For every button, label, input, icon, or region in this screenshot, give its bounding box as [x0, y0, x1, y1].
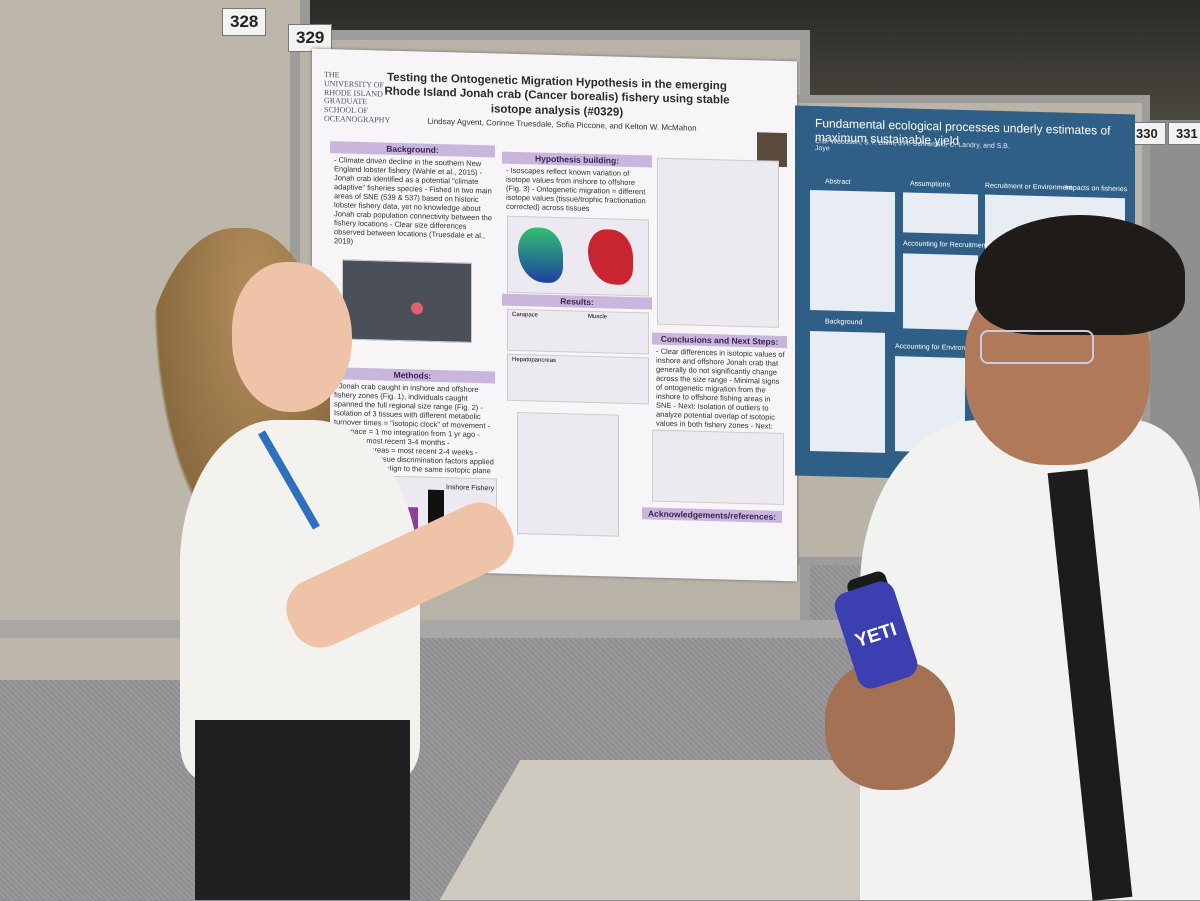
muscle-label: Muscle [588, 313, 608, 321]
board-rail [0, 620, 980, 638]
assumptions-panel [903, 192, 978, 235]
fishery-map-figure [342, 259, 472, 343]
size-isotope-panels [657, 157, 779, 328]
accounting-recruitment-heading: Accounting for Recruitment [903, 240, 988, 250]
inshore-fishery-label: Inshore Fishery [446, 484, 495, 493]
map-marker [411, 302, 423, 315]
booth-number-328: 328 [222, 8, 267, 36]
conclusions-heading: Conclusions and Next Steps: [652, 332, 787, 349]
hypothesis-text: - Isoscapes reflect known variation of i… [506, 165, 646, 213]
booth-number-329: 329 [288, 24, 333, 52]
visitor-glasses [980, 330, 1094, 364]
background-text: - Climate driven decline in the southern… [334, 155, 493, 246]
presenter-pants [195, 720, 410, 900]
isoscape-map-2 [588, 228, 633, 286]
crab-migration-diagram [652, 429, 784, 506]
poster-title: Testing the Ontogenetic Migration Hypoth… [384, 71, 730, 119]
hypothesis-heading: Hypothesis building: [502, 151, 652, 168]
booth-number-330: 330 [1128, 122, 1166, 145]
carapace-muscle-scatter: Carapace Muscle [507, 308, 649, 355]
background-panel [810, 330, 885, 453]
presenter-face [232, 262, 352, 412]
hepatopancreas-scatter: Hepatopancreas [507, 353, 649, 405]
background2-heading: Background [825, 318, 863, 327]
isoscape-figure [507, 215, 649, 297]
carapace-label: Carapace [512, 311, 539, 319]
acknowledgements-heading: Acknowledgements/references: [642, 507, 782, 523]
boxplot-figure [517, 412, 619, 537]
abstract-heading: Abstract [825, 178, 851, 187]
isoscape-map-1 [518, 227, 563, 284]
hepatopancreas-label: Hepatopancreas [512, 356, 557, 365]
impacts-heading: Impacts on fisheries [1065, 184, 1128, 194]
visitor-hair [975, 215, 1185, 335]
assumptions-heading: Assumptions [910, 180, 951, 189]
results-heading: Results: [502, 293, 652, 310]
accounting-recruitment-panel [903, 253, 978, 331]
conclusions-text: - Clear differences in isotopic values o… [656, 346, 785, 431]
recruitment-heading: Recruitment or Environment [985, 182, 1073, 192]
abstract-panel [810, 189, 895, 313]
booth-number-331: 331 [1168, 122, 1200, 145]
